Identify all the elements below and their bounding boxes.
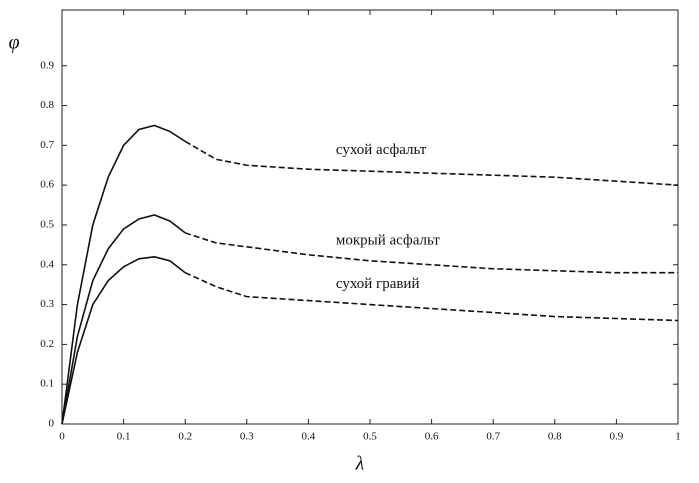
series-line [184,272,679,322]
y-tick-label: 0.5 [40,218,54,230]
series-line [184,140,679,186]
x-tick-label: 0.3 [240,431,254,443]
y-tick-label: 0.1 [40,378,54,390]
y-tick-label: 0.6 [40,179,54,191]
y-tick-label: 0.2 [40,338,54,350]
series-line [61,124,186,425]
y-tick-label: 0.7 [40,139,54,151]
x-tick-label: 0.6 [425,431,439,443]
y-tick-label: 0.3 [40,298,54,310]
x-tick-label: 1 [675,431,681,443]
x-tick-label: 0.5 [363,431,377,443]
series-annotation: сухой асфальт [336,142,427,158]
x-tick-label: 0.2 [178,431,192,443]
series-line [61,214,186,425]
x-tick-label: 0.1 [117,431,131,443]
x-tick-label: 0.8 [548,431,562,443]
x-tick-label: 0.7 [486,431,500,443]
series-annotation: сухой гравий [336,276,420,292]
series-annotation: мокрый асфальт [336,232,440,248]
y-axis-label: φ [8,32,19,54]
y-tick-label: 0.4 [40,258,54,270]
series-line [184,232,678,274]
plot-frame [61,9,679,425]
y-tick-label: 0 [49,418,55,430]
x-axis-label: λ [355,453,365,475]
y-tick-label: 0.8 [40,99,54,111]
x-tick-label: 0.4 [302,431,316,443]
series-line [61,255,186,425]
x-tick-label: 0.9 [610,431,624,443]
x-tick-label: 0 [59,431,65,443]
y-tick-label: 0.9 [40,59,54,71]
